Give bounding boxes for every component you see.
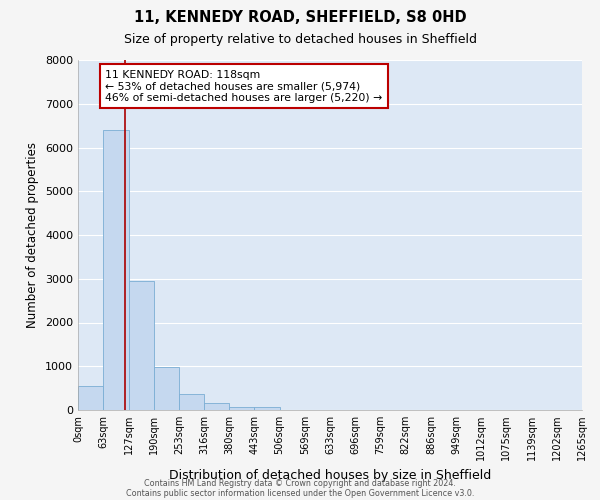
Text: 11 KENNEDY ROAD: 118sqm
← 53% of detached houses are smaller (5,974)
46% of semi: 11 KENNEDY ROAD: 118sqm ← 53% of detache… — [105, 70, 382, 103]
Text: Contains HM Land Registry data © Crown copyright and database right 2024.: Contains HM Land Registry data © Crown c… — [144, 478, 456, 488]
Bar — [103, 130, 128, 410]
Bar — [154, 368, 179, 410]
Bar — [204, 403, 229, 410]
Bar — [78, 386, 103, 410]
Text: Contains public sector information licensed under the Open Government Licence v3: Contains public sector information licen… — [126, 488, 474, 498]
Bar — [254, 408, 280, 410]
Text: 11, KENNEDY ROAD, SHEFFIELD, S8 0HD: 11, KENNEDY ROAD, SHEFFIELD, S8 0HD — [134, 10, 466, 25]
Text: Size of property relative to detached houses in Sheffield: Size of property relative to detached ho… — [124, 32, 476, 46]
Bar — [128, 281, 154, 410]
Bar — [179, 394, 204, 410]
X-axis label: Distribution of detached houses by size in Sheffield: Distribution of detached houses by size … — [169, 468, 491, 481]
Bar — [229, 407, 254, 410]
Y-axis label: Number of detached properties: Number of detached properties — [26, 142, 40, 328]
